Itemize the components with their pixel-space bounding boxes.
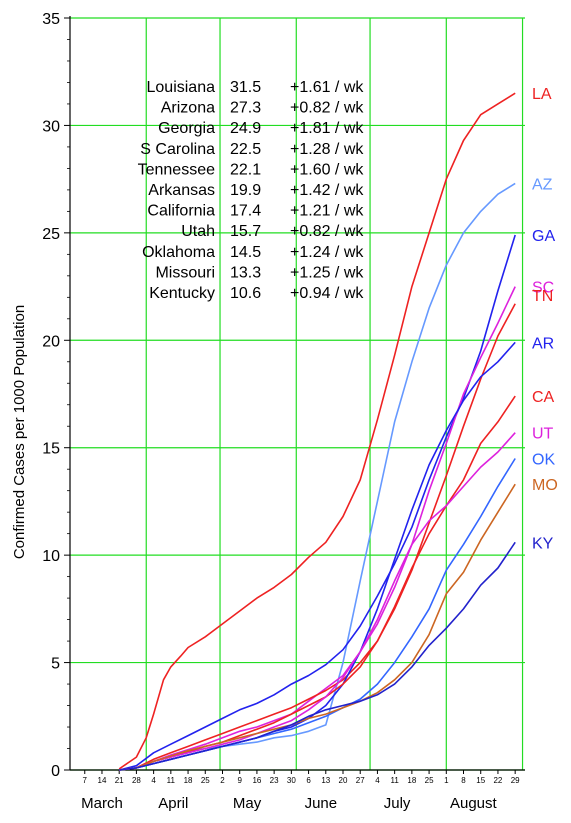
table-state-name: California [147, 203, 215, 220]
x-tick-label: 1 [444, 776, 449, 785]
x-tick-label: 28 [132, 776, 141, 785]
x-tick-label: 16 [252, 776, 261, 785]
series-end-label-az: AZ [532, 176, 553, 193]
table-state-name: Oklahoma [142, 244, 215, 261]
series-end-label-tn: TN [532, 288, 553, 305]
table-state-rate: +0.94 / wk [290, 285, 364, 302]
x-tick-label: 4 [375, 776, 380, 785]
series-line-ut [119, 432, 516, 771]
x-month-label: March [81, 795, 123, 812]
y-tick-label: 15 [42, 441, 60, 458]
y-tick-label: 5 [51, 656, 60, 673]
x-month-label: August [450, 795, 498, 812]
series-line-ga [119, 234, 516, 771]
grid [70, 17, 525, 771]
y-tick-label: 10 [42, 548, 60, 565]
series-line-sc [119, 286, 516, 771]
series-line-ok [119, 458, 516, 771]
x-tick-label: 9 [237, 776, 242, 785]
table-state-value: 14.5 [230, 244, 261, 261]
x-tick-label: 18 [184, 776, 193, 785]
table-state-rate: +1.42 / wk [290, 182, 364, 199]
series-end-label-ga: GA [532, 228, 555, 245]
x-tick-label: 22 [493, 776, 502, 785]
series-end-label-sc: SC [532, 280, 554, 297]
x-tick-label: 25 [425, 776, 434, 785]
series-lines [118, 92, 516, 771]
table-state-rate: +1.81 / wk [290, 120, 364, 137]
y-axis-label: Confirmed Cases per 1000 Population [11, 305, 28, 559]
x-tick-label: 4 [151, 776, 156, 785]
x-tick-label: 27 [356, 776, 365, 785]
x-month-label: April [158, 795, 188, 812]
table-state-rate: +1.21 / wk [290, 203, 364, 220]
table-state-value: 27.3 [230, 100, 261, 117]
x-tick-label: 2 [220, 776, 225, 785]
table-state-value: 13.3 [230, 264, 261, 281]
x-tick-label: 11 [167, 776, 176, 785]
table-state-value: 31.5 [230, 79, 261, 96]
x-tick-label: 6 [306, 776, 311, 785]
y-tick-label: 25 [42, 226, 60, 243]
series-end-label-ar: AR [532, 335, 554, 352]
series-end-label-ca: CA [532, 389, 555, 406]
table-state-name: Arkansas [148, 182, 215, 199]
y-tick-label: 0 [51, 763, 60, 780]
x-tick-label: 15 [476, 776, 485, 785]
x-tick-label: 13 [321, 776, 330, 785]
table-state-name: Arizona [161, 100, 215, 117]
series-line-mo [119, 483, 516, 771]
x-tick-label: 8 [461, 776, 466, 785]
table-state-rate: +0.82 / wk [290, 223, 364, 240]
table-state-name: Tennessee [138, 161, 215, 178]
x-tick-label: 11 [390, 776, 399, 785]
table-state-value: 15.7 [230, 223, 261, 240]
table-state-rate: +1.28 / wk [290, 141, 364, 158]
table-state-value: 24.9 [230, 120, 261, 137]
table-state-name: Georgia [158, 120, 215, 137]
x-tick-label: 7 [83, 776, 88, 785]
series-end-label-ut: UT [532, 426, 554, 443]
x-tick-label: 20 [339, 776, 348, 785]
state-summary-table: Louisiana 31.5 +1.61 / wk Arizona 27.3 +0.82 … [138, 79, 365, 302]
series-end-label-mo: MO [532, 477, 558, 494]
x-tick-label: 30 [287, 776, 296, 785]
table-state-value: 10.6 [230, 285, 261, 302]
table-state-rate: +1.61 / wk [290, 79, 364, 96]
table-state-rate: +1.60 / wk [290, 161, 364, 178]
table-state-value: 17.4 [230, 203, 261, 220]
table-state-name: Utah [181, 223, 215, 240]
x-tick-label: 14 [98, 776, 107, 785]
x-month-label: July [384, 795, 411, 812]
series-line-ky [119, 541, 516, 771]
table-state-rate: +1.24 / wk [290, 244, 364, 261]
table-state-value: 22.1 [230, 161, 261, 178]
table-state-value: 22.5 [230, 141, 261, 158]
x-tick-label: 29 [511, 776, 520, 785]
x-tick-label: 25 [201, 776, 210, 785]
series-end-label-ky: KY [532, 535, 554, 552]
table-state-rate: +0.82 / wk [290, 100, 364, 117]
x-tick-label: 23 [270, 776, 279, 785]
table-state-name: Louisiana [147, 79, 216, 96]
table-state-name: Missouri [155, 264, 215, 281]
y-tick-label: 20 [42, 333, 60, 350]
table-state-value: 19.9 [230, 182, 261, 199]
x-tick-label: 18 [407, 776, 416, 785]
table-state-name: Kentucky [149, 285, 215, 302]
x-month-label: May [233, 795, 262, 812]
series-end-label-la: LA [532, 86, 552, 103]
y-tick-label: 30 [42, 118, 60, 135]
y-tick-label: 35 [42, 11, 60, 28]
x-month-label: June [305, 795, 338, 812]
series-end-label-ok: OK [532, 451, 555, 468]
series-line-tn [119, 303, 516, 771]
series-line-la [118, 92, 516, 770]
x-tick-label: 21 [115, 776, 124, 785]
table-state-rate: +1.25 / wk [290, 264, 364, 281]
table-state-name: S Carolina [140, 141, 215, 158]
